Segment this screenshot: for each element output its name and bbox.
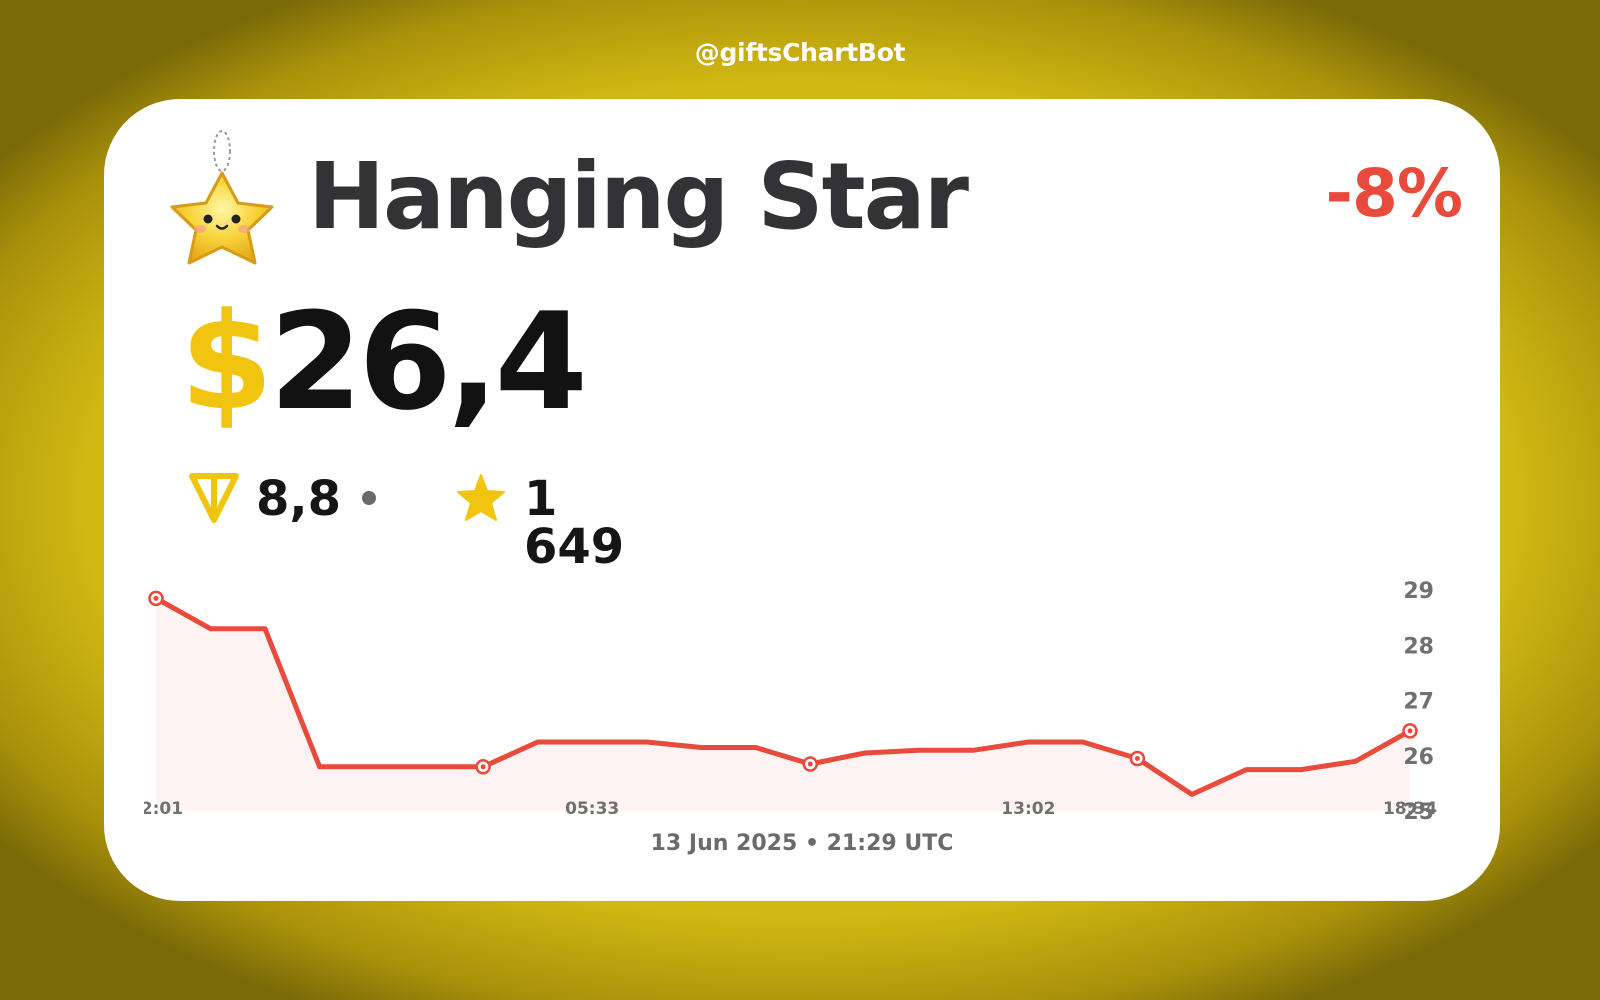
x-tick-label: 13:02 (1001, 799, 1055, 819)
price-change-percent: -8% (1325, 155, 1463, 232)
ton-price-value: 8,8 (256, 471, 342, 527)
telegram-star-icon (457, 474, 505, 521)
snapshot-date: 13 Jun 2025 • 21:29 UTC (650, 831, 954, 856)
y-tick-label: 29 (1403, 579, 1434, 604)
gift-card: Hanging Star -8% $26,4 8,8 1 649 25 26 27 2… (104, 99, 1500, 901)
usd-price: $26,4 (180, 295, 588, 429)
data-point-marker-dot (1134, 756, 1140, 762)
price-history-chart: 25 26 27 28 29 22:01 05:33 13:02 18:34 (144, 579, 1437, 825)
x-tick-label: 18:34 (1383, 799, 1437, 819)
y-tick-label: 28 (1403, 634, 1434, 659)
chart-area-fill (156, 598, 1410, 811)
separator-dot (362, 491, 376, 505)
x-tick-label: 22:01 (144, 799, 183, 819)
hanging-star-gift-icon (170, 130, 274, 265)
dollar-sign: $ (180, 284, 273, 440)
y-tick-label: 26 (1403, 745, 1434, 770)
stars-price-value: 1 649 (524, 471, 625, 575)
y-tick-label: 25 (1403, 800, 1434, 825)
data-point-marker-dot (480, 764, 486, 770)
bot-handle: @giftsChartBot (694, 38, 906, 67)
x-tick-label: 05:33 (565, 799, 619, 819)
y-tick-label: 27 (1403, 690, 1434, 715)
data-point-marker-dot (807, 761, 813, 767)
data-point-marker-dot (1407, 728, 1413, 734)
data-point-marker-dot (153, 595, 159, 601)
gift-name: Hanging Star (308, 143, 969, 250)
usd-price-value: 26,4 (269, 284, 588, 440)
price-series-line (153, 595, 1413, 797)
ton-icon (189, 473, 239, 523)
